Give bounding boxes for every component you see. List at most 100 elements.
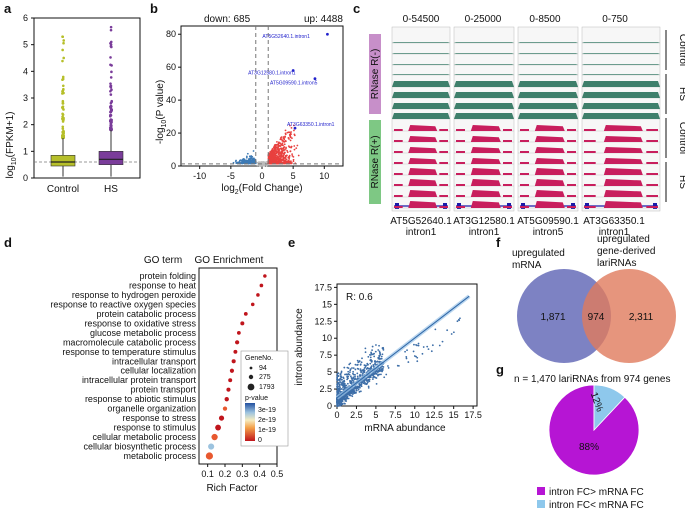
b-point-up — [276, 155, 279, 158]
e-point — [422, 346, 425, 348]
d-dot — [240, 321, 245, 326]
c-coverage — [603, 168, 643, 175]
e-point — [352, 372, 354, 375]
e-point — [345, 384, 348, 387]
b-point-up — [289, 124, 291, 127]
b-point-up — [278, 156, 280, 158]
c-coverage-flank — [584, 140, 596, 142]
e-point — [337, 375, 340, 377]
e-point — [377, 374, 379, 377]
e-point — [387, 367, 390, 369]
panel-a-boxes — [50, 25, 124, 177]
venn-left-only: 1,871 — [540, 312, 565, 323]
d-xtick-label: 0.2 — [219, 469, 232, 479]
a-outlier — [109, 25, 113, 29]
b-point-up — [291, 153, 294, 156]
b-point-ns — [259, 161, 262, 164]
b-point-ns — [264, 164, 266, 166]
e-point — [338, 379, 341, 382]
e-point — [374, 362, 376, 365]
d-dot — [205, 452, 213, 460]
c-coverage — [470, 190, 501, 197]
d-dot — [218, 415, 225, 421]
c-coverage-flank — [567, 162, 576, 164]
c-gene-4: AT3G63350.1 — [583, 216, 645, 227]
e-point — [362, 372, 364, 375]
c-coverage — [392, 64, 450, 65]
b-point-up — [282, 147, 285, 150]
a-outlier — [110, 88, 113, 92]
venn-right-title-3: lariRNAs — [597, 258, 636, 269]
b-point-up — [281, 149, 283, 152]
c-coverage — [582, 81, 660, 87]
e-point — [356, 372, 359, 375]
d-term-label: organelle organization — [107, 404, 196, 414]
venn-left-title-1: upregulated — [512, 248, 565, 259]
b-point-up — [284, 133, 287, 136]
c-coverage — [603, 201, 643, 208]
c-coverage — [582, 92, 660, 98]
e-point — [371, 378, 374, 381]
panel-b-points — [232, 124, 300, 167]
c-coverage-flank — [394, 162, 403, 164]
e-point — [378, 360, 380, 363]
b-point-down — [235, 159, 237, 162]
e-point — [457, 318, 460, 321]
e-point — [375, 344, 377, 346]
a-outlier — [62, 41, 65, 45]
b-point-up — [284, 154, 287, 157]
e-point — [413, 343, 415, 346]
b-point-down — [251, 155, 254, 158]
c-coverage — [470, 125, 501, 131]
e-point — [421, 352, 424, 355]
panel-d: d GO term GO Enrichment protein foldingr… — [4, 235, 289, 494]
e-point — [359, 369, 362, 372]
c-gene-3: AT5G09590.1 — [517, 216, 579, 227]
legend-size-large — [247, 383, 255, 391]
e-point — [417, 344, 420, 347]
e-ytick-label: 17.5 — [314, 282, 332, 292]
panel-b-ticks: -10 -5 0 5 10 0 20 40 60 80 — [166, 29, 329, 181]
a-outlier — [61, 99, 65, 103]
d-dot — [250, 302, 255, 307]
b-annotation: AT5G52640.1.intron1 — [262, 34, 310, 40]
c-coverage-flank — [584, 206, 596, 208]
c-coverage — [454, 103, 514, 109]
b-point-up — [289, 139, 292, 142]
c-coverage — [454, 92, 514, 98]
e-point — [369, 362, 372, 365]
c-coverage — [518, 74, 578, 75]
g-pie-slice — [593, 384, 626, 432]
b-ytick-label: 20 — [166, 128, 176, 138]
b-point-down — [253, 161, 256, 163]
c-coverage-flank — [503, 173, 512, 175]
e-point — [450, 333, 453, 335]
e-point — [342, 398, 344, 401]
c-group-control-1: Control — [677, 34, 685, 66]
e-point — [382, 348, 385, 351]
a-outlier — [62, 108, 65, 111]
e-point — [356, 364, 359, 366]
b-point-up — [286, 149, 288, 152]
b-point-up — [269, 161, 272, 164]
b-point-up — [280, 138, 283, 141]
c-intron-4: intron1 — [599, 227, 630, 238]
e-point — [352, 370, 355, 373]
a-ytick-label: 4 — [23, 66, 28, 76]
d-term-label: protein catabolic process — [96, 309, 196, 319]
d-term-label: protein folding — [139, 271, 196, 281]
c-coverage-flank — [394, 206, 403, 208]
c-coverage-flank — [646, 129, 658, 131]
c-coverage-flank — [646, 184, 658, 186]
a-outlier — [61, 77, 65, 81]
b-xtick-label: 5 — [291, 171, 296, 181]
e-point — [364, 351, 367, 354]
d-xtick-label: 0.1 — [201, 469, 214, 479]
c-coverage-flank — [439, 129, 448, 131]
b-point-up — [291, 162, 293, 164]
c-coverage — [534, 147, 565, 153]
c-coverage-flank — [456, 173, 465, 175]
c-coverage-flank — [520, 184, 529, 186]
panel-c-gene-names: AT5G52640.1 intron1 AT3G12580.1 intron1 … — [390, 216, 645, 238]
a-outlier — [62, 132, 65, 135]
